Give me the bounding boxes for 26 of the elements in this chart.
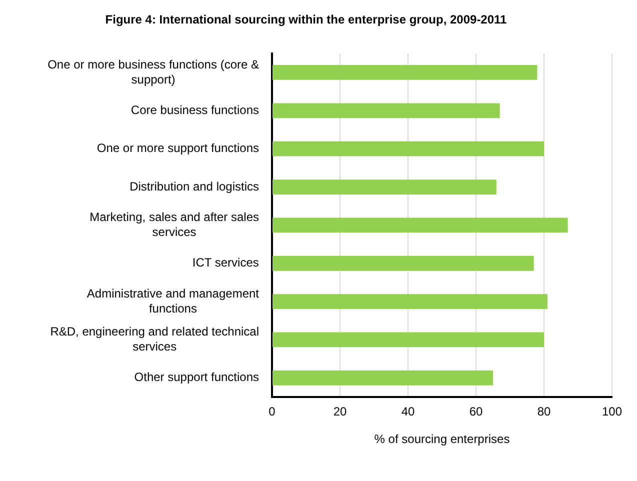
bar	[272, 180, 496, 194]
y-tick-label: Distribution and logistics	[130, 179, 260, 194]
bar	[272, 65, 538, 80]
x-tick-label: 20	[333, 404, 347, 419]
y-tick-label: Administrative and management functions	[86, 286, 260, 316]
y-tick-label: Other support functions	[134, 370, 259, 384]
y-tick-label: ICT services	[192, 256, 259, 270]
y-tick-label: One or more support functions	[96, 141, 260, 156]
bar	[272, 141, 544, 156]
x-axis-title: % of sourcing enterprises	[374, 432, 510, 446]
bar	[272, 256, 534, 271]
bar	[272, 370, 493, 386]
y-tick-label: R&D, engineering and related technical services	[50, 324, 260, 354]
x-tick-label: 0	[268, 404, 276, 419]
y-tick-label: Core business functions	[130, 102, 260, 117]
bar	[272, 294, 548, 309]
bar	[272, 332, 544, 348]
x-tick-label: 100	[602, 404, 622, 419]
bar	[272, 218, 568, 233]
bar	[272, 103, 500, 118]
y-tick-label: Marketing, sales and after sales services	[90, 210, 259, 240]
y-tick-label: One or more business functions (core & support)	[48, 57, 260, 86]
x-tick-label: 80	[537, 404, 551, 419]
chart-title: Figure 4: International sourcing within the enterprise group, 2009-2011	[105, 12, 508, 27]
x-tick-label: 60	[469, 404, 483, 419]
x-tick-label: 40	[401, 404, 415, 419]
